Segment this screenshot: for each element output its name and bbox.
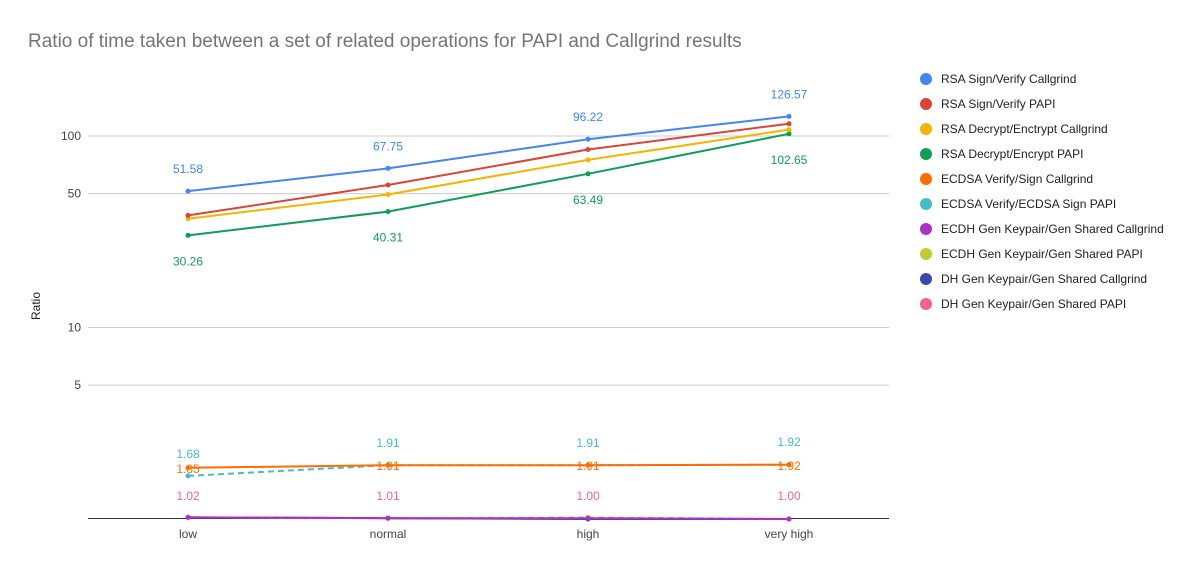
y-axis-label: Ratio [29, 292, 43, 320]
data-point [585, 157, 591, 163]
chart-title: Ratio of time taken between a set of rel… [28, 31, 742, 52]
data-point [786, 516, 792, 522]
legend-marker [920, 298, 932, 310]
data-label: 30.26 [173, 254, 203, 268]
data-point [585, 515, 591, 521]
y-tick-label: 5 [74, 378, 81, 392]
data-point [585, 171, 591, 177]
x-tick-label: low [179, 527, 197, 541]
data-point [385, 165, 391, 171]
series-line [187, 122, 790, 217]
legend-entry: ECDSA Verify/ECDSA Sign PAPI [941, 197, 1116, 211]
data-label: 126.57 [771, 87, 808, 101]
data-point [385, 192, 391, 197]
data-label: 102.65 [771, 153, 808, 167]
data-point [786, 127, 792, 133]
data-label: 1.00 [576, 489, 600, 503]
data-label: 40.31 [373, 231, 403, 245]
data-label: 63.49 [573, 193, 603, 207]
data-point [185, 473, 191, 479]
legend-marker [920, 273, 932, 285]
data-labels: 51.58 67.75 96.22 126.57 30.26 40.31 63.49 102.… [173, 87, 808, 503]
legend-entry: DH Gen Keypair/Gen Shared Callgrind [941, 272, 1147, 286]
data-label: 1.02 [176, 489, 200, 503]
legend-entry: RSA Decrypt/Encrypt PAPI [941, 147, 1084, 161]
series-points [185, 113, 792, 522]
legend-marker [920, 73, 932, 85]
legend-marker [920, 148, 932, 160]
legend-entry: RSA Decrypt/Enctrypt Callgrind [941, 122, 1108, 136]
x-tick-label: normal [370, 527, 407, 541]
data-point [786, 131, 792, 137]
legend-marker [920, 123, 932, 135]
legend: RSA Sign/Verify Callgrind RSA Sign/Verify… [920, 72, 1164, 311]
data-point [185, 212, 191, 218]
series-line [187, 463, 790, 469]
data-point [385, 462, 391, 468]
data-label: 1.01 [376, 489, 400, 503]
y-tick-label: 50 [68, 187, 82, 201]
legend-entry: RSA Sign/Verify Callgrind [941, 72, 1076, 86]
data-point [786, 113, 792, 119]
legend-entry: ECDH Gen Keypair/Gen Shared PAPI [941, 247, 1143, 261]
data-point [185, 232, 191, 238]
data-point [385, 182, 391, 188]
legend-marker [920, 248, 932, 260]
data-label: 1.91 [376, 459, 400, 473]
data-point [385, 515, 391, 521]
legend-marker [920, 98, 932, 110]
series-line [187, 516, 790, 520]
x-tick-label: high [577, 527, 600, 541]
data-label: 1.91 [576, 436, 600, 450]
legend-entry: RSA Sign/Verify PAPI [941, 97, 1056, 111]
legend-marker [920, 223, 932, 235]
data-label: 1.92 [777, 435, 801, 449]
data-label: 1.91 [376, 436, 400, 450]
data-point [185, 188, 191, 194]
legend-marker [920, 198, 932, 210]
data-label: 1.00 [777, 489, 801, 503]
data-label: 67.75 [373, 139, 403, 153]
series-lines [187, 115, 790, 520]
data-point [185, 514, 191, 520]
data-point [585, 136, 591, 142]
legend-entry: ECDSA Verify/Sign Callgrind [941, 172, 1093, 186]
legend-entry: DH Gen Keypair/Gen Shared PAPI [941, 297, 1126, 311]
data-label: 1.91 [576, 459, 600, 473]
data-point [585, 462, 591, 468]
data-point [185, 465, 191, 471]
series-line [187, 115, 790, 193]
y-tick-label: 100 [61, 129, 81, 143]
data-label: 1.68 [176, 447, 200, 461]
y-tick-label: 10 [68, 321, 82, 335]
legend-entry: ECDH Gen Keypair/Gen Shared Callgrind [941, 222, 1164, 236]
data-point [385, 209, 391, 215]
series-line [187, 132, 790, 237]
data-point [786, 121, 792, 127]
data-point [786, 462, 792, 468]
x-tick-label: very high [765, 527, 814, 541]
y-tick-labels: 5 10 50 100 [61, 129, 81, 392]
series-line [187, 128, 790, 220]
data-label: 1.85 [176, 462, 200, 476]
data-label: 1.92 [777, 459, 801, 473]
data-label: 51.58 [173, 162, 203, 176]
legend-marker [920, 173, 932, 185]
data-point [585, 147, 591, 152]
x-tick-labels: low normal high very high [179, 527, 813, 541]
data-label: 96.22 [573, 110, 603, 124]
